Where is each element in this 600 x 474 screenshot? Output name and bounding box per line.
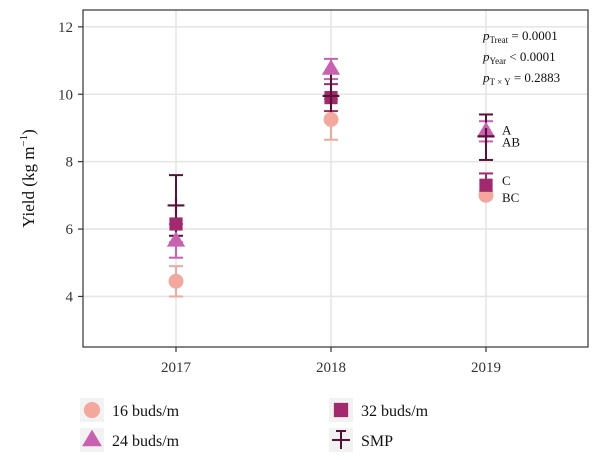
x-tick-label: 2017 <box>161 360 192 376</box>
point-16-buds-m <box>168 273 184 289</box>
stat-p: p <box>482 70 490 85</box>
x-tick-label: 2018 <box>316 360 346 376</box>
y-tick-label: 8 <box>66 155 74 171</box>
y-tick-label: 10 <box>58 87 73 103</box>
stat-subscript: Treat <box>490 35 509 45</box>
point-32-buds-m <box>169 217 183 231</box>
stat-line: pT × Y = 0.2883 <box>482 70 560 87</box>
legend-label: 16 buds/m <box>112 403 180 420</box>
legend-marker-32-buds-m <box>333 402 349 418</box>
y-tick-label: 4 <box>66 289 74 305</box>
stat-p: p <box>482 28 490 43</box>
legend-label: 32 buds/m <box>361 403 429 420</box>
stat-subscript: T × Y <box>490 77 512 87</box>
significance-letter: A <box>502 123 512 138</box>
legend-marker-24-buds-m <box>82 429 102 447</box>
stat-p: p <box>482 49 490 64</box>
significance-letter: BC <box>502 190 519 205</box>
y-axis-title-main: Yield (kg m <box>19 147 38 228</box>
stat-subscript: Year <box>490 56 507 66</box>
stat-value: = 0.2883 <box>511 70 561 85</box>
plot-panel <box>83 10 588 347</box>
y-axis-title-close: ) <box>19 129 38 135</box>
stat-value: = 0.0001 <box>508 28 558 43</box>
point-smp <box>167 197 185 214</box>
y-tick-label: 6 <box>66 222 74 238</box>
significance-letter: AB <box>502 134 520 149</box>
y-axis-title: Yield (kg m−1) <box>18 129 38 228</box>
legend-label: 24 buds/m <box>112 433 180 450</box>
point-smp <box>477 127 495 145</box>
plot-frame <box>82 9 589 348</box>
point-32-buds-m <box>479 178 493 192</box>
stat-line: pYear < 0.0001 <box>482 49 556 66</box>
y-axis-title-superscript: −1 <box>18 135 30 147</box>
legend-label: SMP <box>361 433 393 450</box>
legend-marker-smp <box>332 430 350 449</box>
stat-value: < 0.0001 <box>506 49 556 64</box>
stat-line: pTreat = 0.0001 <box>482 28 558 45</box>
legend-marker-16-buds-m <box>83 401 101 419</box>
point-smp <box>322 87 340 105</box>
significance-letter: C <box>502 173 511 188</box>
y-tick-label: 12 <box>58 20 73 36</box>
point-24-buds-m <box>166 231 186 247</box>
point-16-buds-m <box>323 112 339 127</box>
x-tick-label: 2019 <box>471 360 501 376</box>
point-24-buds-m <box>321 59 341 75</box>
